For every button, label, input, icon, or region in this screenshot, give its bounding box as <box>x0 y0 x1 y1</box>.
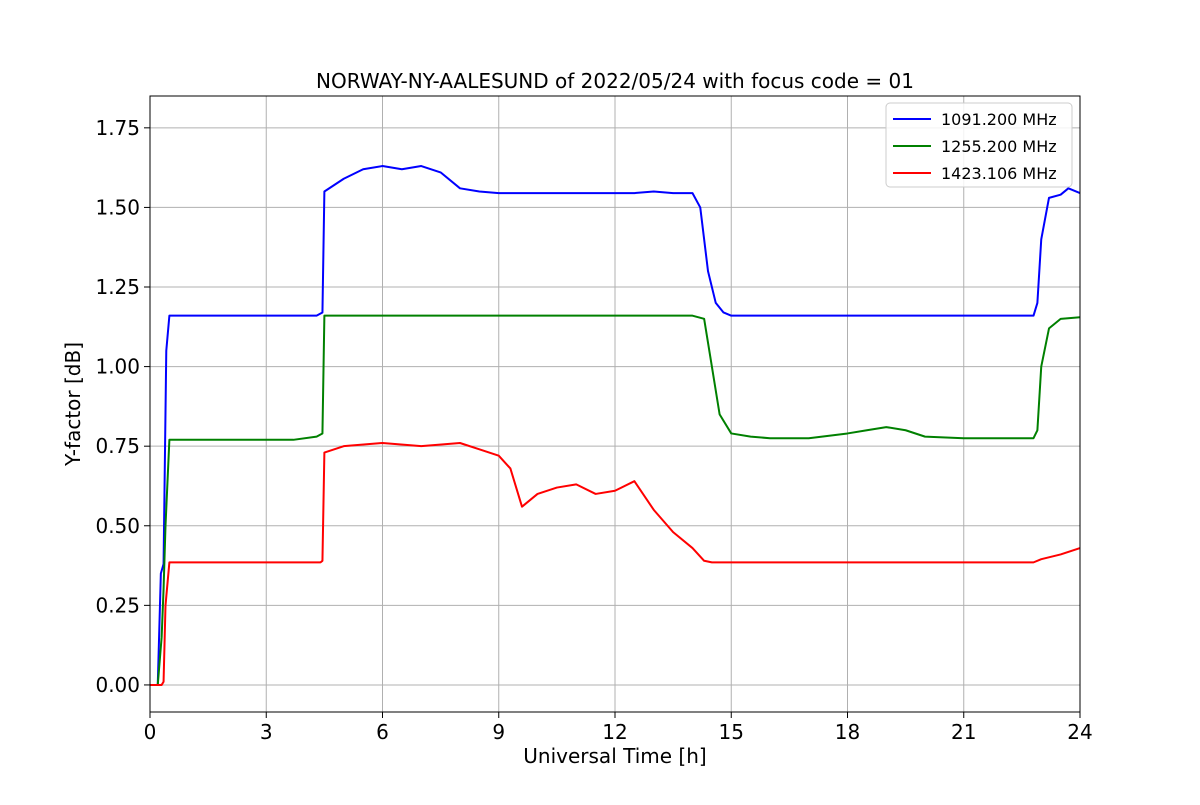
x-tick-label: 9 <box>492 720 505 744</box>
series-line-2 <box>150 314 1080 686</box>
x-tick-label: 15 <box>719 720 744 744</box>
legend: 1091.200 MHz 1255.200 MHz 1423.106 MHz <box>885 102 1073 188</box>
x-tick-label: 21 <box>951 720 976 744</box>
series-layer <box>150 165 1080 686</box>
y-tick-label: 1.50 <box>95 195 140 219</box>
y-tick-label: 1.00 <box>95 355 140 379</box>
y-tick-label: 1.25 <box>95 275 140 299</box>
y-tick-label: 0.25 <box>95 593 140 617</box>
y-tick-label: 0.50 <box>95 514 140 538</box>
x-tick-label: 0 <box>144 720 157 744</box>
x-tick-label: 6 <box>376 720 389 744</box>
y-axis-ticks: 0.00 0.25 0.50 0.75 1.00 1.25 1.50 1.75 <box>95 116 150 697</box>
legend-box <box>885 102 1073 188</box>
y-tick-label: 0.75 <box>95 434 140 458</box>
y-tick-label: 1.75 <box>95 116 140 140</box>
y-tick-label: 0.00 <box>95 673 140 697</box>
x-tick-label: 3 <box>260 720 273 744</box>
x-tick-label: 18 <box>835 720 860 744</box>
legend-label-3: 1423.106 MHz <box>941 164 1057 183</box>
x-axis-label: Universal Time [h] <box>523 744 706 768</box>
y-axis-label: Y-factor [dB] <box>61 342 85 467</box>
x-tick-label: 24 <box>1067 720 1092 744</box>
legend-label-2: 1255.200 MHz <box>941 137 1057 156</box>
chart-title: NORWAY-NY-AALESUND of 2022/05/24 with fo… <box>316 69 914 93</box>
series-line-3 <box>150 442 1080 686</box>
x-axis-ticks: 0 3 6 9 12 15 18 21 24 <box>144 712 1093 744</box>
x-tick-label: 12 <box>602 720 627 744</box>
series-line-1 <box>150 165 1080 686</box>
legend-label-1: 1091.200 MHz <box>941 110 1057 129</box>
